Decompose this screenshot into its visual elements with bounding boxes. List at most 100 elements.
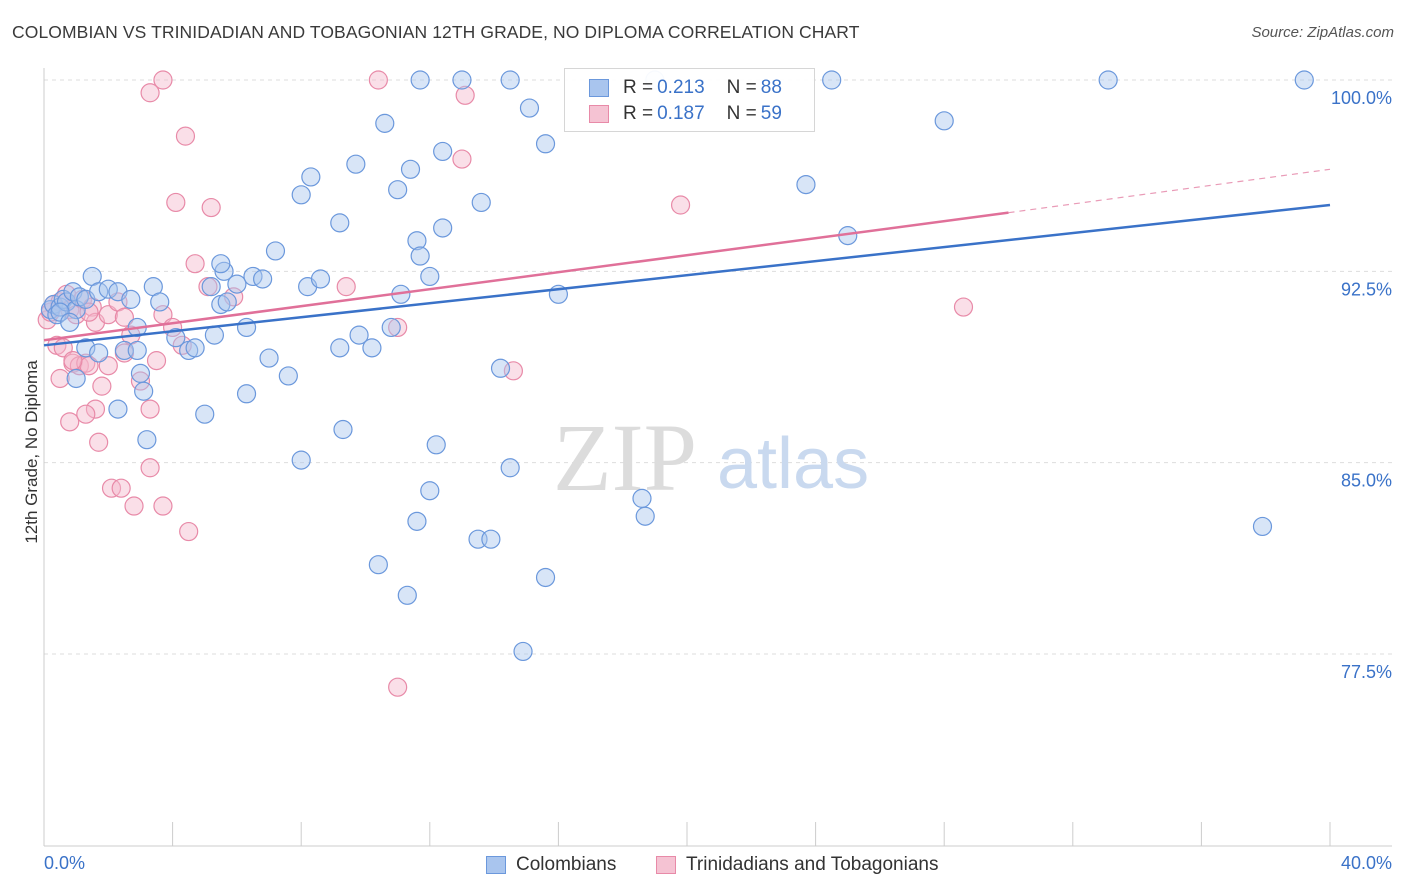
point-trinidadians — [336, 277, 356, 297]
point-colombians — [535, 567, 556, 588]
point-colombians — [410, 246, 430, 266]
point-trinidadians — [153, 70, 173, 90]
point-colombians — [56, 292, 77, 312]
point-colombians — [368, 555, 388, 575]
y-tick-label: 77.5% — [1341, 662, 1392, 682]
legend-r-label: R = — [623, 103, 654, 124]
point-trinidadians — [89, 432, 109, 452]
point-colombians — [420, 481, 440, 501]
point-colombians — [500, 70, 520, 90]
point-trinidadians — [368, 70, 388, 90]
point-colombians — [195, 404, 215, 424]
bottom-legend-label-trinidadians: Trinidadians and Tobagonians — [686, 854, 939, 875]
point-colombians — [420, 266, 440, 287]
point-colombians — [278, 366, 298, 386]
point-colombians — [481, 529, 501, 549]
point-colombians — [635, 506, 655, 526]
point-colombians — [60, 312, 80, 332]
point-trinidadians — [388, 317, 408, 338]
point-colombians — [259, 348, 279, 368]
point-colombians — [121, 289, 141, 309]
point-trinidadians — [153, 496, 173, 516]
y-tick-label: 92.5% — [1341, 279, 1392, 299]
bottom-legend-colombians[interactable]: Colombians — [486, 852, 616, 878]
y-tick-label: 100.0% — [1331, 88, 1392, 108]
point-colombians — [490, 358, 511, 378]
trend-lines — [43, 168, 1331, 347]
point-colombians — [388, 180, 408, 200]
watermark-atlas: atlas — [717, 424, 869, 504]
legend-swatch-colombians — [589, 79, 609, 97]
point-colombians — [519, 98, 540, 118]
trend-line-trinidadians-extension — [1008, 168, 1331, 214]
colombians-points — [40, 70, 1314, 662]
point-trinidadians — [140, 458, 160, 478]
legend-r-label: R = — [623, 77, 654, 98]
y-axis-label: 12th Grade, No Diploma — [22, 360, 41, 544]
point-trinidadians — [452, 149, 472, 169]
point-colombians — [397, 585, 417, 605]
point-colombians — [362, 338, 382, 358]
point-trinidadians — [953, 297, 974, 317]
source-credit: Source: ZipAtlas.com — [1251, 24, 1394, 41]
point-trinidadians — [140, 83, 160, 103]
legend-swatch-trinidadians — [589, 105, 609, 123]
point-colombians — [632, 488, 652, 508]
point-colombians — [166, 328, 186, 348]
tick-labels: 77.5% 85.0% 92.5% 100.0% 0.0% 40.0% — [44, 88, 1392, 873]
point-trinidadians — [60, 412, 80, 432]
point-trinidadians — [98, 305, 118, 325]
point-trinidadians — [670, 195, 691, 215]
point-colombians — [204, 325, 224, 345]
grid-lines — [44, 79, 1392, 655]
point-colombians — [407, 511, 427, 531]
point-colombians — [400, 159, 421, 179]
point-trinidadians — [124, 496, 144, 516]
point-colombians — [330, 213, 350, 233]
point-colombians — [471, 192, 491, 213]
legend-n-label: N = — [726, 103, 757, 124]
x-tick-label-max: 40.0% — [1341, 853, 1392, 873]
bottom-legend-swatch-trinidadians — [656, 856, 676, 874]
point-trinidadians — [50, 368, 70, 389]
trend-line-colombians — [43, 203, 1331, 347]
point-trinidadians — [179, 521, 199, 542]
point-colombians — [381, 317, 401, 338]
point-trinidadians — [111, 478, 131, 498]
legend-row-trinidadians: R = 0.187 N = 59 — [589, 102, 782, 126]
point-colombians — [291, 450, 311, 470]
point-trinidadians — [146, 351, 167, 371]
point-colombians — [333, 419, 353, 440]
axes — [43, 68, 1392, 847]
bottom-legend-label-colombians: Colombians — [516, 854, 617, 875]
point-colombians — [265, 241, 286, 261]
point-colombians — [310, 269, 331, 289]
point-trinidadians — [175, 126, 196, 146]
point-colombians — [426, 435, 446, 455]
point-colombians — [108, 399, 128, 419]
point-colombians — [217, 292, 237, 312]
point-colombians — [822, 70, 842, 90]
legend-n-label: N = — [726, 77, 757, 98]
point-colombians — [375, 113, 395, 133]
point-colombians — [127, 340, 147, 361]
point-colombians — [76, 338, 96, 358]
point-colombians — [50, 302, 70, 322]
point-colombians — [1098, 70, 1118, 90]
point-colombians — [185, 338, 205, 358]
point-colombians — [330, 338, 350, 358]
point-colombians — [66, 368, 86, 389]
point-colombians — [1252, 516, 1273, 537]
point-colombians — [137, 430, 157, 450]
point-trinidadians — [85, 399, 106, 419]
point-colombians — [349, 325, 369, 345]
point-trinidadians — [185, 254, 205, 274]
legend-r-value-trinidadians: 0.187 — [657, 103, 705, 124]
point-colombians — [130, 363, 151, 383]
watermark-zip: ZIP — [553, 404, 697, 511]
point-trinidadians — [114, 307, 134, 327]
stats-legend: R = 0.213 N = 88 R = 0.187 N = 59 — [564, 68, 815, 132]
bottom-legend-trinidadians[interactable]: Trinidadians and Tobagonians — [656, 852, 938, 878]
point-colombians — [500, 458, 520, 478]
